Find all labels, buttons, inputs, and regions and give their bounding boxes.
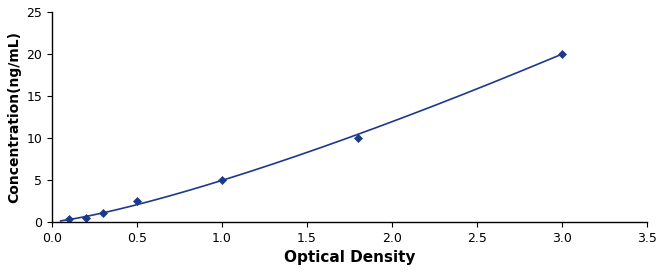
X-axis label: Optical Density: Optical Density	[284, 250, 416, 265]
Y-axis label: Concentration(ng/mL): Concentration(ng/mL)	[7, 31, 21, 203]
